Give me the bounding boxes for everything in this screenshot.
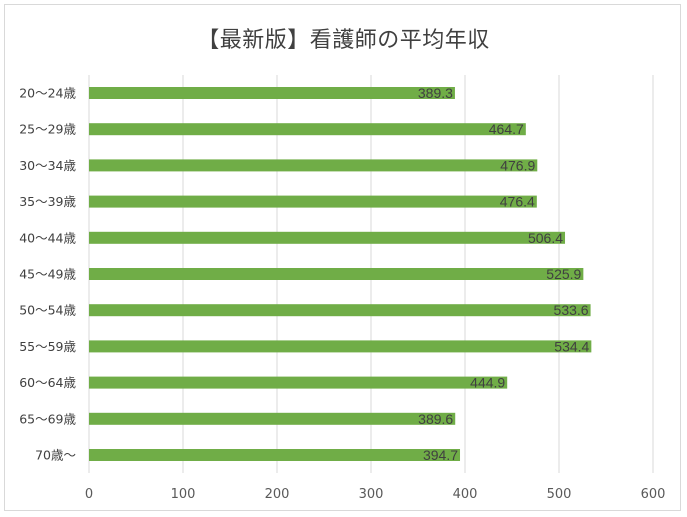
- category-label: 60～64歳: [19, 375, 76, 390]
- bar-6: [89, 304, 591, 317]
- category-label: 65～69歳: [19, 411, 76, 426]
- x-tick-label: 600: [641, 487, 666, 502]
- x-tick-label: 200: [265, 487, 290, 502]
- bar-5: [89, 268, 584, 280]
- x-tick-label: 300: [359, 487, 384, 502]
- data-label: 389.6: [418, 411, 453, 427]
- category-label: 55～59歳: [19, 339, 76, 354]
- data-label: 534.4: [554, 338, 589, 354]
- data-label: 389.3: [418, 85, 453, 101]
- category-label: 50～54歳: [19, 303, 76, 318]
- bar-3: [89, 195, 537, 208]
- bar-9: [89, 412, 456, 425]
- bar-0: [89, 87, 455, 99]
- data-label: 533.6: [554, 302, 589, 318]
- bar-10: [89, 449, 461, 461]
- category-label: 20～24歳: [19, 86, 76, 101]
- category-label: 30～34歳: [19, 158, 76, 173]
- bar-4: [89, 231, 566, 244]
- data-labels: 389.3 464.7 476.9 476.4 506.4 525.9 533.6 534.4…: [418, 85, 590, 463]
- x-tick-label: 400: [453, 487, 478, 502]
- data-label: 464.7: [489, 121, 524, 137]
- category-label: 25～29歳: [19, 122, 76, 137]
- x-tick-label: 500: [547, 487, 572, 502]
- category-labels: 20～24歳 25～29歳 30～34歳 35～39歳 40～44歳 45～49歳 50～5…: [19, 86, 76, 463]
- data-label: 444.9: [470, 375, 505, 391]
- bar-7: [89, 340, 592, 353]
- data-label: 525.9: [546, 266, 581, 282]
- category-label: 35～39歳: [19, 194, 76, 209]
- category-label: 70歳～: [35, 448, 76, 463]
- category-label: 45～49歳: [19, 267, 76, 282]
- data-label: 506.4: [528, 230, 563, 246]
- x-tick-label: 100: [171, 487, 196, 502]
- data-label: 476.9: [500, 157, 535, 173]
- data-label: 476.4: [500, 194, 535, 210]
- bar-2: [89, 159, 538, 172]
- category-label: 40～44歳: [19, 230, 76, 245]
- bar-1: [89, 123, 526, 136]
- bars: [89, 87, 592, 461]
- chart-title: 【最新版】看護師の平均年収: [197, 28, 490, 53]
- x-tick-label: 0: [85, 487, 93, 502]
- data-label: 394.7: [423, 447, 458, 463]
- bar-8: [89, 376, 508, 389]
- x-tick-labels: 0 100 200 300 400 500 600: [85, 487, 666, 502]
